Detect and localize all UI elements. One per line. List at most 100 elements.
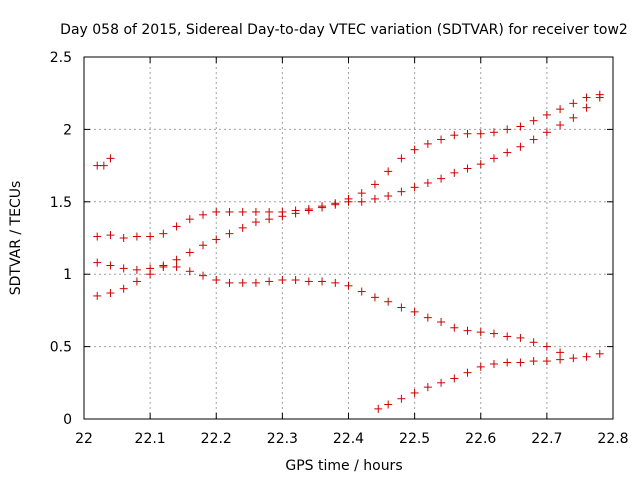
data-point — [357, 287, 366, 296]
data-point — [529, 357, 538, 366]
data-point — [503, 125, 512, 134]
data-point — [146, 264, 155, 273]
data-point — [185, 248, 194, 257]
data-point — [159, 261, 168, 270]
data-point — [516, 142, 525, 151]
data-point — [476, 328, 485, 337]
data-point — [331, 200, 340, 209]
data-point — [595, 349, 604, 358]
data-point — [370, 293, 379, 302]
data-point — [132, 277, 141, 286]
data-point — [132, 232, 141, 241]
x-tick-label: 22.4 — [333, 431, 364, 447]
data-point — [450, 323, 459, 332]
y-tick-label: 1 — [63, 267, 72, 283]
y-tick-label: 1.5 — [50, 195, 72, 211]
data-point — [595, 93, 604, 102]
data-point — [463, 368, 472, 377]
data-point — [516, 333, 525, 342]
data-point — [225, 278, 234, 287]
x-tick-label: 22.8 — [597, 431, 628, 447]
data-point — [291, 209, 300, 218]
data-point — [503, 332, 512, 341]
data-point — [489, 359, 498, 368]
data-point — [212, 275, 221, 284]
data-point — [569, 354, 578, 363]
chart-title: Day 058 of 2015, Sidereal Day-to-day VTE… — [60, 22, 628, 38]
data-point — [516, 358, 525, 367]
data-point — [463, 129, 472, 138]
data-point — [370, 194, 379, 203]
data-point — [503, 358, 512, 367]
data-point — [225, 229, 234, 238]
data-point — [384, 297, 393, 306]
data-point — [542, 110, 551, 119]
data-point — [384, 400, 393, 409]
data-point — [106, 154, 115, 163]
data-point — [238, 207, 247, 216]
data-point — [503, 148, 512, 157]
data-point — [397, 394, 406, 403]
data-point — [238, 223, 247, 232]
data-point — [423, 313, 432, 322]
data-point — [437, 378, 446, 387]
x-tick-label: 22.2 — [201, 431, 232, 447]
data-point — [450, 374, 459, 383]
data-point — [556, 355, 565, 364]
data-point — [99, 161, 108, 170]
data-point — [357, 197, 366, 206]
data-point — [93, 258, 102, 267]
data-point — [331, 278, 340, 287]
data-point — [251, 218, 260, 227]
data-point — [278, 212, 287, 221]
data-point — [225, 207, 234, 216]
data-point — [265, 277, 274, 286]
data-point — [529, 116, 538, 125]
data-point — [357, 189, 366, 198]
data-point — [489, 154, 498, 163]
data-point — [374, 404, 383, 413]
data-point — [172, 222, 181, 231]
data-point — [437, 135, 446, 144]
data-point — [344, 281, 353, 290]
data-point — [159, 229, 168, 238]
y-axis-label: SDTVAR / TECUs — [8, 181, 24, 296]
data-point — [423, 178, 432, 187]
data-point — [529, 135, 538, 144]
data-point — [582, 93, 591, 102]
data-point — [119, 234, 128, 242]
data-point — [410, 183, 419, 192]
data-point — [410, 307, 419, 316]
data-point — [569, 113, 578, 122]
data-point — [119, 264, 128, 273]
y-tick-label: 0.5 — [50, 340, 72, 356]
data-point — [344, 197, 353, 206]
x-tick-label: 22.7 — [531, 431, 562, 447]
plot-frame — [83, 56, 614, 420]
data-point — [476, 129, 485, 138]
data-point — [542, 128, 551, 137]
data-point — [304, 206, 313, 215]
data-point — [185, 215, 194, 224]
data-point — [423, 383, 432, 392]
data-point — [516, 122, 525, 131]
x-tick-label: 22.3 — [267, 431, 298, 447]
data-point — [106, 261, 115, 270]
data-point — [304, 277, 313, 286]
data-point — [489, 128, 498, 137]
data-point — [397, 187, 406, 196]
y-tick-label: 2 — [63, 122, 72, 138]
y-tick-labels: 0 0.5 1 1.5 2 2.5 — [50, 50, 72, 428]
data-point — [146, 232, 155, 241]
data-point — [569, 99, 578, 108]
data-point — [199, 271, 208, 280]
data-point — [251, 278, 260, 287]
data-point — [410, 145, 419, 154]
y-tick-label: 2.5 — [50, 50, 72, 66]
data-point — [476, 160, 485, 169]
data-point — [437, 174, 446, 183]
data-point — [423, 139, 432, 148]
data-point — [582, 103, 591, 112]
data-point — [265, 215, 274, 224]
